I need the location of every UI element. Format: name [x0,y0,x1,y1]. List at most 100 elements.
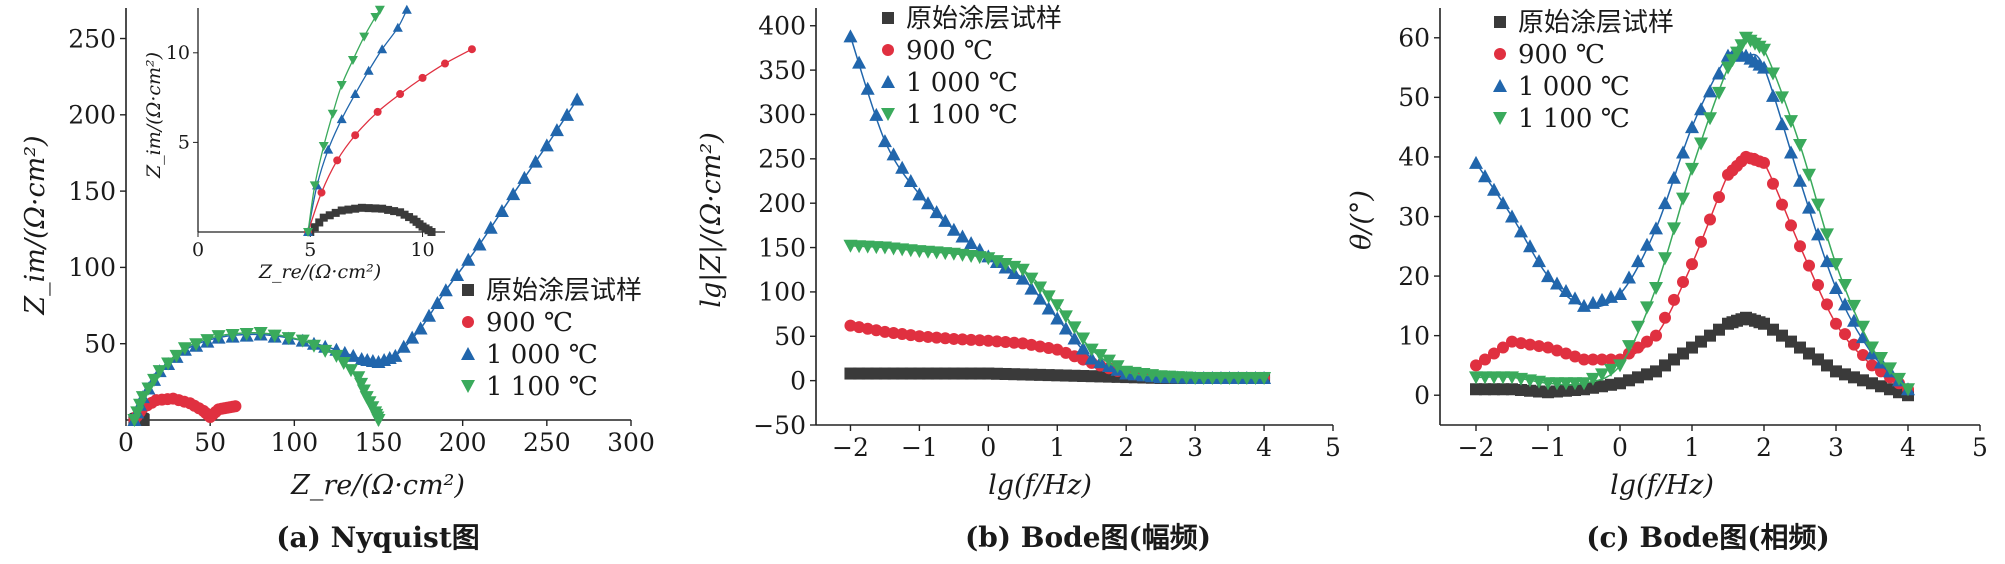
c-data-point [1632,341,1644,354]
a-inset-data-point [467,45,476,54]
b-x-tick-label: 1 [1049,433,1065,462]
a-y-tick-label: 150 [68,177,116,206]
a-inset-data-point [336,81,347,91]
a-legend-marker [462,316,474,328]
a-inset-data-point [418,73,427,82]
a-inset-x-tick-label: 0 [192,239,204,261]
c-data-point [1479,353,1491,366]
a-inset-data-point [384,205,393,214]
a-data-point [396,339,411,353]
c-data-point [1533,340,1545,353]
c-data-point [1496,371,1510,385]
c-data-point [1704,213,1716,226]
c-x-tick-label: 1 [1684,433,1700,462]
b-x-tick-label: 0 [980,433,996,462]
c-x-tick-label: 5 [1972,433,1988,462]
c-y-tick-label: 20 [1398,262,1430,291]
b-data-point [938,213,953,227]
c-data-point [1550,377,1564,391]
a-data-point [472,237,487,251]
c-data-point [1901,383,1915,397]
c-data-point [1838,297,1852,311]
a-inset-data-point [309,181,320,191]
a-inset-series-line [307,9,408,233]
b-data-point [930,331,943,344]
c-data-point [1595,368,1609,382]
c-data-point [1506,335,1518,348]
b-legend-marker [881,75,895,88]
c-data-point [1613,286,1627,300]
c-data-point [1640,237,1654,251]
c-data-point [1785,219,1797,232]
b-data-point [886,147,901,161]
b-data-point [1093,349,1108,363]
c-data-point [1766,88,1780,102]
c-data-point [1550,276,1564,290]
a-x-tick-label: 300 [607,428,655,457]
c-data-point [1667,222,1681,236]
c-data-point [1775,91,1789,105]
a-legend-label: 原始涂层试样 [486,276,642,306]
b-data-point [1067,321,1082,335]
c-data-point [1820,254,1834,268]
c-data-point [1658,196,1672,210]
b-data-point [929,205,944,219]
a-inset-data-point [323,144,334,154]
b-y-tick-label: 50 [774,322,806,351]
a-inset-data-point [392,22,403,32]
b-x-tick-label: 3 [1187,433,1203,462]
a-y-tick-label: 50 [84,329,116,358]
a-data-point [135,391,150,405]
c-data-point [1613,359,1627,373]
a-data-point [405,330,420,344]
a-inset-y-axis-label: Z_im/(Ω·cm²) [143,52,165,179]
c-data-point [1496,196,1510,210]
a-inset-data-point [370,12,381,22]
a-data-point [161,357,176,371]
a-data-point [225,329,240,343]
a-data-point [539,138,554,152]
c-series-0 [1470,311,1914,402]
c-legend-label: 900 ℃ [1518,40,1605,70]
c-data-point [1605,353,1617,366]
b-data-point [1015,271,1030,285]
c-data-point [1559,377,1573,391]
a-x-tick-label: 0 [118,428,134,457]
a-inset-data-point [347,55,358,65]
c-x-tick-label: 3 [1828,433,1844,462]
c-y-tick-label: 50 [1398,83,1430,112]
a-data-point [461,252,476,266]
a-inset: 0 5 10 5 10 Z_re/(Ω·cm²) Z_im/(Ω·cm²) [143,4,476,283]
c-x-tick-label: −2 [1458,433,1495,462]
c-data-point [1865,341,1879,355]
b-legend-marker [882,44,894,56]
c-data-point [1892,372,1906,386]
c-legend-label: 1 000 ℃ [1518,72,1630,102]
a-inset-series-3 [303,5,385,237]
a-legend-marker [461,380,475,393]
c-data-point [1622,270,1636,284]
a-inset-data-point [303,228,314,237]
c-x-tick-label: 2 [1756,433,1772,462]
a-inset-data-point [401,4,412,14]
c-x-axis-label: lg(f/Hz) [1610,470,1714,501]
c-legend-marker [1493,79,1507,92]
a-data-point [239,328,254,342]
b-x-tick-label: 4 [1256,433,1272,462]
c-data-point [1587,353,1599,366]
c-x-tick-label: 4 [1900,433,1916,462]
c-x-tick-label: −1 [1530,433,1567,462]
c-data-point [1559,283,1573,297]
a-legend-marker [462,284,474,296]
a-inset-data-point [344,205,353,214]
a-data-point [177,342,192,356]
b-data-point [921,196,936,210]
a-inset-data-point [317,188,326,197]
a-data-point [281,332,296,346]
a-inset-data-point [359,32,370,42]
a-x-tick-label: 50 [194,428,226,457]
c-data-point [1766,67,1780,81]
b-data-point [895,160,910,174]
c-data-point [1712,86,1726,100]
a-data-point [430,296,445,310]
